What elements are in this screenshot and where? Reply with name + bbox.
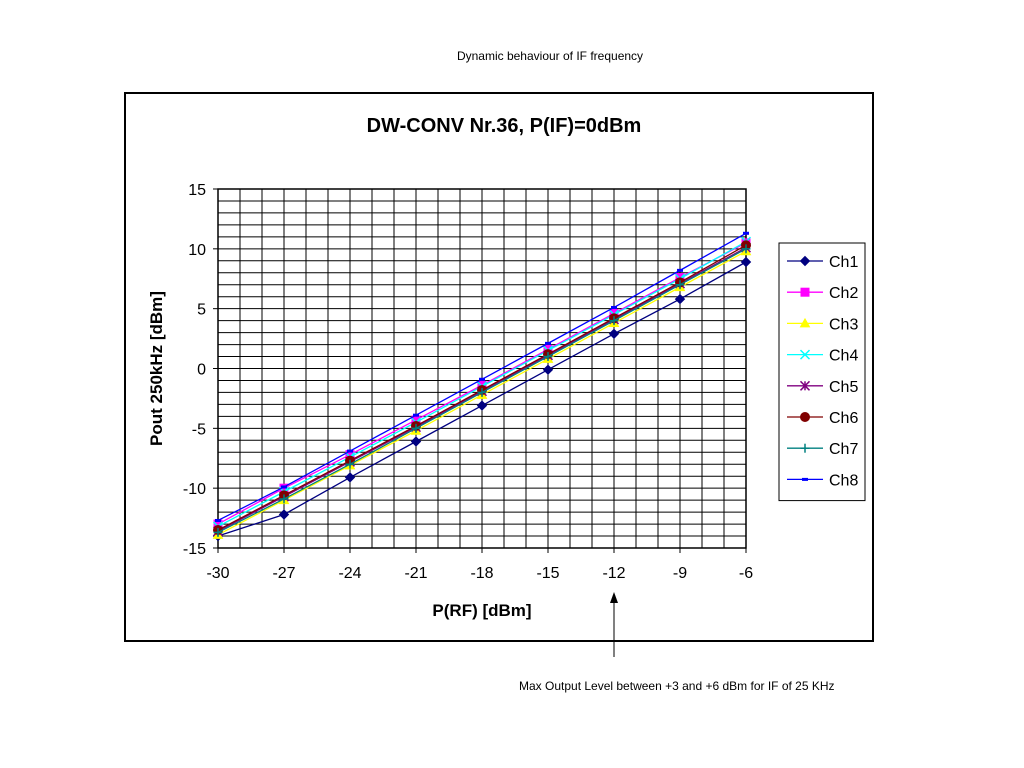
x-tick-label: -15 — [536, 565, 559, 582]
data-point-ch7 — [477, 387, 487, 397]
data-point-ch1 — [674, 293, 686, 305]
legend-marker — [799, 349, 811, 360]
data-point-ch8 — [479, 377, 485, 381]
y-tick-label: -5 — [192, 421, 206, 438]
data-point-ch8 — [545, 341, 551, 345]
y-tick-label: 5 — [197, 302, 206, 319]
x-tick-label: -18 — [470, 565, 493, 582]
legend-label: Ch6 — [829, 410, 858, 427]
x-tick-label: -12 — [602, 565, 625, 582]
legend-marker — [799, 255, 811, 267]
legend-label: Ch3 — [829, 316, 858, 333]
data-point-ch1 — [410, 436, 422, 447]
chart-frame: DW-CONV Nr.36, P(IF)=0dBm -30 -27 -24 -21 -18… — [124, 92, 874, 642]
data-point-ch7 — [609, 316, 619, 326]
legend-marker — [800, 412, 810, 422]
x-tick-label: -21 — [404, 565, 427, 582]
data-point-ch7 — [675, 280, 685, 290]
x-tick-label: -24 — [338, 565, 361, 582]
x-tick-label: -9 — [673, 565, 687, 582]
legend-label: Ch8 — [829, 472, 858, 489]
data-point-ch8 — [413, 413, 419, 417]
y-tick-label: 10 — [188, 242, 206, 259]
chart-title: DW-CONV Nr.36, P(IF)=0dBm — [367, 115, 642, 137]
legend-marker — [800, 287, 810, 297]
y-tick-label: -15 — [183, 541, 206, 558]
y-axis-title: Pout 250kHz [dBm] — [147, 291, 166, 446]
data-point-ch1 — [344, 472, 356, 483]
y-tick-label: -10 — [183, 481, 206, 498]
data-point-ch7 — [543, 352, 553, 362]
page-title: Dynamic behaviour of IF frequency — [456, 49, 644, 63]
data-point-ch1 — [542, 364, 554, 375]
data-point-ch1 — [278, 509, 290, 520]
data-point-ch1 — [740, 256, 752, 268]
data-point-ch8 — [347, 449, 353, 453]
data-point-ch8 — [281, 485, 287, 489]
y-tick-label: 0 — [197, 362, 206, 379]
x-axis-title: P(RF) [dBm] — [432, 601, 531, 620]
legend-marker — [799, 317, 811, 328]
legend-label: Ch2 — [829, 285, 858, 302]
legend-label: Ch4 — [829, 348, 858, 365]
chart-svg: DW-CONV Nr.36, P(IF)=0dBm -30 -27 -24 -21 -18… — [147, 115, 866, 620]
legend-label: Ch5 — [829, 379, 858, 396]
data-point-ch7 — [741, 244, 751, 254]
data-point-ch7 — [411, 423, 421, 433]
x-tick-label: -30 — [206, 565, 229, 582]
data-point-ch8 — [611, 305, 617, 309]
data-point-ch7 — [213, 527, 223, 537]
legend-marker — [799, 380, 811, 391]
y-tick-label: 15 — [188, 182, 206, 199]
legend-marker — [802, 477, 808, 481]
x-tick-label: -6 — [739, 565, 753, 582]
data-point-ch8 — [677, 268, 683, 272]
data-point-ch8 — [215, 518, 221, 522]
data-point-ch7 — [279, 494, 289, 504]
x-tick-label: -27 — [272, 565, 295, 582]
legend-label: Ch1 — [829, 254, 858, 271]
data-point-ch8 — [743, 231, 749, 235]
legend-box — [778, 242, 866, 502]
legend-label: Ch7 — [829, 441, 858, 458]
data-point-ch7 — [345, 459, 355, 469]
data-point-ch1 — [476, 400, 488, 411]
legend-marker — [800, 443, 810, 453]
annotation-text: Max Output Level between +3 and +6 dBm f… — [519, 679, 835, 693]
data-point-ch1 — [608, 328, 620, 340]
